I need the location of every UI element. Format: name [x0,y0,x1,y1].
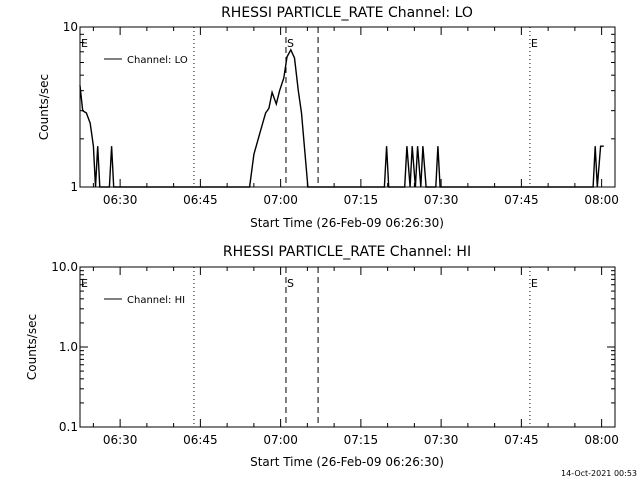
footer-timestamp: 14-Oct-2021 00:53 [561,469,637,478]
x-tick-label: 07:15 [344,433,379,447]
plot-area-lo: 110 06:30 06:45 07:00 07:15 07:30 07:45 08:00 … [63,20,619,207]
x-ticks-lo: 06:30 06:45 07:00 07:15 07:30 07:45 08:00 [92,27,619,207]
y-axis-label-lo: Counts/sec [37,74,51,140]
event-marker-label: S [287,37,294,50]
x-axis-label-lo: Start Time (26-Feb-09 06:26:30) [250,216,444,230]
x-tick-label: 06:30 [103,193,138,207]
chart-title-hi: RHESSI PARTICLE_RATE Channel: HI [223,244,471,260]
x-tick-label: 07:30 [424,193,459,207]
x-tick-label: 08:00 [584,433,619,447]
event-marker-label: S [287,277,294,290]
chart-panel-lo: RHESSI PARTICLE_RATE Channel: LO Counts/… [37,5,619,230]
x-axis-label-hi: Start Time (26-Feb-09 06:26:30) [250,455,444,469]
event-marker-label: E [81,277,88,290]
x-tick-label: 07:30 [424,433,459,447]
x-tick-label: 06:45 [183,193,218,207]
y-tick-label: 0.1 [59,420,78,434]
legend-hi: Channel: HI [104,295,185,306]
x-tick-label: 06:30 [103,433,138,447]
y-tick-label: 1.0 [59,340,78,354]
y-tick-label: 1 [70,180,78,194]
y-tick-label: 10 [63,20,78,34]
series-line [79,48,604,188]
chart-title-lo: RHESSI PARTICLE_RATE Channel: LO [221,5,473,21]
legend-lo: Channel: LO [104,55,188,66]
x-tick-label: 07:45 [504,193,539,207]
x-tick-label: 07:45 [504,433,539,447]
y-ticks-hi: 0.1 1.0 10.0 [51,260,615,434]
x-tick-label: 07:00 [263,193,298,207]
event-marker-label: E [81,37,88,50]
x-ticks-hi: 06:30 06:45 07:00 07:15 07:30 07:45 08:00 [92,267,619,447]
legend-label-lo: Channel: LO [127,55,188,66]
x-tick-label: 06:45 [183,433,218,447]
legend-label-hi: Channel: HI [127,295,185,306]
event-marker-label: E [531,37,538,50]
x-tick-label: 07:15 [344,193,379,207]
y-tick-label: 10.0 [51,260,78,274]
y-axis-label-hi: Counts/sec [25,314,39,380]
series-lo [79,48,604,188]
plot-area-hi: 0.1 1.0 10.0 06:30 06:45 07:00 07:15 07:30 07:4… [51,260,619,447]
x-tick-label: 07:00 [263,433,298,447]
y-ticks-lo: 1 10 [63,20,615,194]
x-tick-label: 08:00 [584,193,619,207]
chart-panel-hi: RHESSI PARTICLE_RATE Channel: HI Counts/… [25,244,619,469]
event-marker-label: E [531,277,538,290]
